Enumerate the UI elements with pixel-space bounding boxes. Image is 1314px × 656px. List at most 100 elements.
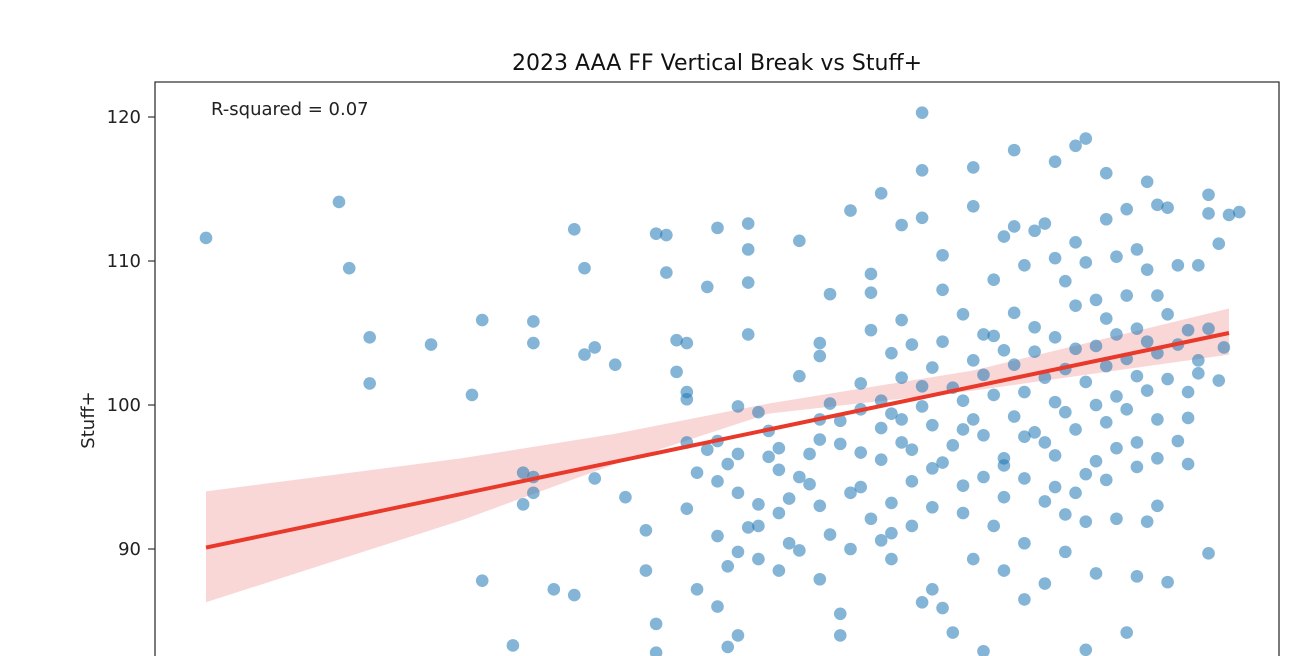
scatter-point (956, 506, 970, 520)
scatter-point (1007, 143, 1021, 157)
scatter-point (915, 400, 929, 413)
scatter-point (977, 328, 990, 341)
scatter-point (711, 221, 724, 235)
scatter-point (823, 528, 837, 541)
scatter-point (1089, 567, 1103, 580)
plot-frame (154, 81, 1280, 656)
scatter-point (813, 349, 827, 363)
scatter-point (793, 234, 806, 248)
scatter-point (1217, 341, 1231, 354)
scatter-point (1059, 508, 1072, 521)
scatter-point (1110, 441, 1123, 455)
scatter-point (1007, 358, 1021, 371)
scatter-point (1151, 499, 1164, 513)
y-axis-label: Stuff+ (78, 391, 99, 448)
scatter-point (721, 640, 735, 654)
scatter-point (1059, 274, 1072, 288)
scatter-point (1089, 293, 1103, 307)
y-ticks-layer: 90 100 110 120 (107, 107, 155, 560)
scatter-point (1192, 259, 1205, 272)
scatter-point (1151, 289, 1164, 302)
scatter-point (1089, 454, 1103, 468)
scatter-point (1161, 307, 1174, 321)
scatter-point (1181, 411, 1195, 425)
scatter-point (424, 338, 438, 351)
scatter-point (926, 462, 939, 475)
scatter-point (762, 450, 775, 464)
scatter-point (833, 437, 847, 451)
scatter-point (966, 413, 980, 426)
scatter-point (649, 646, 663, 656)
scatter-point (936, 283, 949, 297)
scatter-point (987, 329, 1001, 343)
scatter-point (1018, 472, 1031, 485)
scatter-point (936, 335, 949, 348)
scatter-point (854, 377, 868, 390)
scatter-point (936, 601, 949, 615)
scatter-point (731, 486, 745, 500)
scatter-point (874, 421, 888, 435)
scatter-point (1181, 385, 1195, 399)
scatter-point (1069, 486, 1082, 500)
scatter-point (782, 536, 796, 550)
scatter-point (833, 414, 847, 428)
y-tick-label: 100 (107, 395, 141, 416)
scatter-point (1007, 410, 1021, 423)
scatter-point (752, 552, 765, 566)
scatter-point (905, 443, 919, 456)
scatter-point (895, 371, 908, 384)
scatter-point (793, 369, 806, 383)
scatter-point (1038, 436, 1052, 449)
scatter-point (1130, 322, 1144, 335)
scatter-point (690, 466, 704, 479)
scatter-point (885, 407, 898, 420)
scatter-point (977, 368, 990, 382)
scatter-point (1130, 570, 1144, 583)
scatter-point (1099, 415, 1113, 429)
scatter-point (1038, 217, 1052, 230)
y-tick-label: 110 (107, 251, 141, 272)
confidence-band-layer (206, 308, 1229, 603)
scatter-point (926, 361, 939, 374)
chart-title: 2023 AAA FF Vertical Break vs Stuff+ (512, 51, 922, 76)
y-tick-label: 90 (118, 539, 141, 560)
scatter-point (1018, 536, 1031, 550)
scatter-point (1192, 367, 1205, 380)
scatter-point (1079, 256, 1093, 269)
scatter-point (895, 313, 908, 327)
scatter-point (680, 336, 694, 350)
scatter-point (700, 443, 714, 456)
scatter-point (956, 394, 970, 407)
scatter-point (915, 211, 929, 225)
scatter-point (1202, 188, 1215, 202)
scatter-point (1007, 306, 1021, 320)
scatter-point (567, 223, 581, 236)
scatter-point (711, 475, 724, 488)
scatter-point (711, 600, 724, 613)
scatter-point (1110, 328, 1123, 341)
scatter-point (926, 500, 939, 514)
scatter-point (1161, 201, 1174, 215)
scatter-point (1099, 359, 1113, 373)
scatter-point (741, 243, 755, 256)
scatter-point (1079, 375, 1093, 389)
scatter-point (588, 472, 602, 485)
scatter-point (936, 248, 949, 262)
scatter-point (1161, 372, 1174, 386)
scatter-point (905, 519, 919, 533)
scatter-point (1151, 198, 1164, 212)
scatter-point (578, 348, 591, 361)
scatter-point (1059, 405, 1072, 419)
scatter-point (363, 331, 376, 344)
scatter-point (1028, 426, 1041, 439)
r-squared-annotation: R-squared = 0.07 (211, 99, 369, 120)
scatter-point (1181, 457, 1195, 471)
scatter-point (874, 453, 888, 467)
scatter-point (844, 204, 857, 217)
scatter-point (833, 629, 847, 642)
scatter-point (823, 287, 837, 301)
scatter-point (731, 629, 745, 642)
scatter-point (895, 218, 908, 232)
scatter-point (874, 534, 888, 547)
